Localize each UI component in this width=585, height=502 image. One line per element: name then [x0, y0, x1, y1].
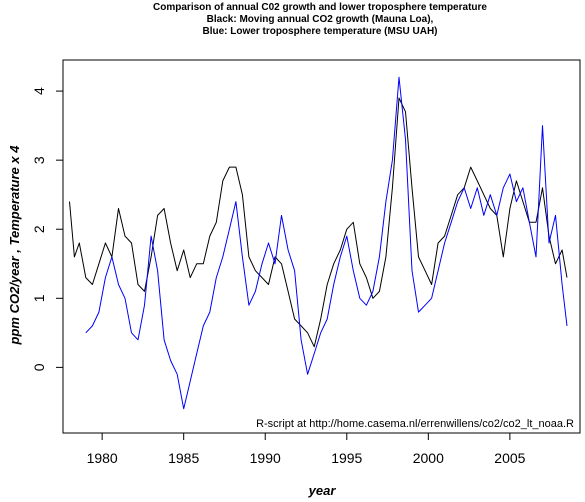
series-line-1 [85, 76, 568, 410]
chart-subtitle-blue: Blue: Lower troposphere temperature (MSU… [202, 26, 437, 37]
x-tick-label: 1990 [250, 450, 281, 466]
y-tick-label: 1 [31, 294, 47, 302]
y-axis-title: ppm CO2/year , Temperature x 4 [7, 145, 22, 346]
series-line-0 [69, 97, 568, 348]
x-tick-label: 1985 [168, 450, 199, 466]
chart-subtitle-black: Black: Moving annual CO2 growth (Mauna L… [207, 14, 434, 25]
x-axis: 1980 1985 1990 1995 2000 2005 [87, 432, 526, 466]
script-annotation: R-script at http://home.casema.nl/errenw… [256, 418, 574, 430]
y-axis: 0 1 2 3 4 [31, 87, 64, 371]
y-tick-label: 4 [31, 87, 47, 95]
y-tick-label: 3 [31, 156, 47, 164]
y-tick-label: 2 [31, 225, 47, 233]
y-tick-label: 0 [31, 363, 47, 371]
x-tick-label: 2000 [413, 450, 444, 466]
x-tick-label: 2005 [494, 450, 525, 466]
plot-frame [62, 59, 581, 434]
series-layer [69, 76, 568, 410]
x-axis-title: year [308, 483, 337, 498]
x-tick-label: 1995 [331, 450, 362, 466]
x-tick-label: 1980 [87, 450, 118, 466]
chart-title: Comparison of annual C02 growth and lowe… [153, 2, 487, 13]
